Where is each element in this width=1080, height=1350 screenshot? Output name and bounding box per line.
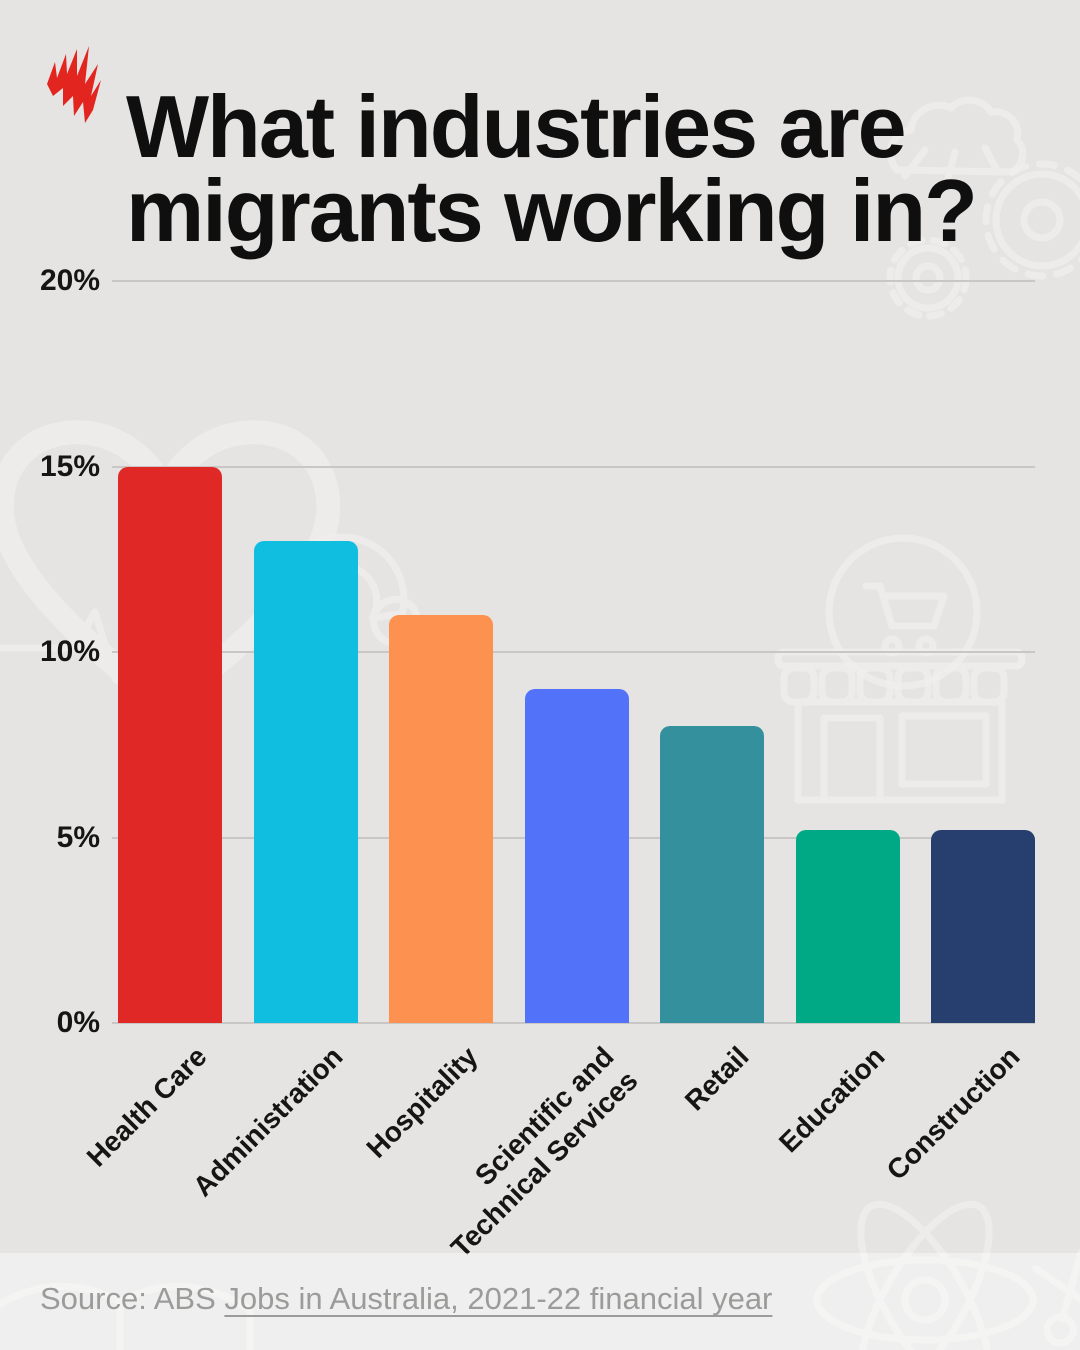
source-text: Source: ABS Jobs in Australia, 2021-22 f… [40, 1281, 772, 1317]
bar-retail [660, 726, 764, 1023]
y-tick-20: 20% [39, 264, 100, 297]
page-title: What industries are migrants working in? [126, 76, 978, 260]
bar-health-care [118, 466, 222, 1023]
bar-scientific-and-technical-services [524, 689, 629, 1023]
y-tick-10: 10% [39, 635, 100, 668]
source-link[interactable]: Jobs in Australia, 2021-22 financial yea… [224, 1281, 773, 1316]
gridline-20 [112, 280, 1035, 282]
gridline-10 [112, 651, 1035, 653]
gridline-0 [112, 1022, 1035, 1024]
y-tick-5: 5% [56, 820, 100, 854]
y-tick-15: 15% [39, 449, 100, 483]
gridline-15 [112, 465, 1035, 468]
bar-administration [253, 540, 358, 1023]
source-prefix: Source: ABS [40, 1281, 225, 1316]
sbs-logo-icon [47, 46, 101, 123]
bar-hospitality [389, 614, 493, 1023]
bar-education [795, 830, 900, 1023]
y-tick-0: 0% [56, 1006, 100, 1039]
bar-construction [931, 830, 1035, 1023]
